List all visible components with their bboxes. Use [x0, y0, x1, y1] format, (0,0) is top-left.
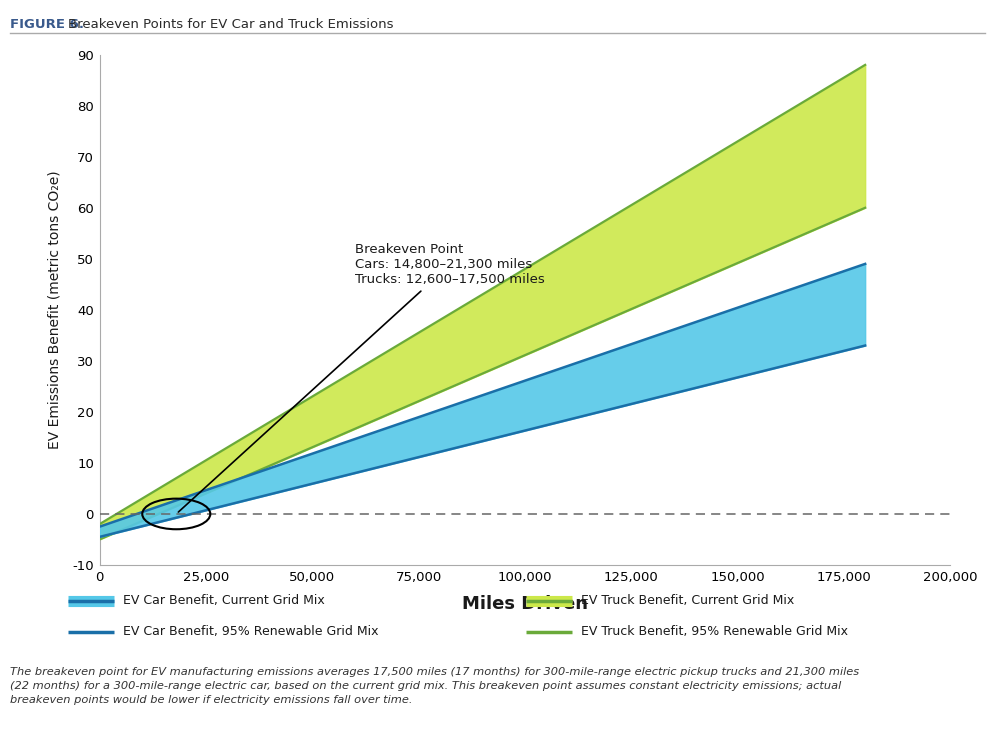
- Text: EV Truck Benefit, Current Grid Mix: EV Truck Benefit, Current Grid Mix: [580, 594, 793, 607]
- Y-axis label: EV Emissions Benefit (metric tons CO₂e): EV Emissions Benefit (metric tons CO₂e): [47, 171, 62, 449]
- X-axis label: Miles Driven: Miles Driven: [461, 595, 587, 612]
- Text: Breakeven Points for EV Car and Truck Emissions: Breakeven Points for EV Car and Truck Em…: [68, 18, 393, 31]
- Text: EV Truck Benefit, 95% Renewable Grid Mix: EV Truck Benefit, 95% Renewable Grid Mix: [580, 625, 847, 638]
- Text: The breakeven point for EV manufacturing emissions averages 17,500 miles (17 mon: The breakeven point for EV manufacturing…: [10, 667, 858, 705]
- Text: EV Car Benefit, Current Grid Mix: EV Car Benefit, Current Grid Mix: [123, 594, 324, 607]
- Text: FIGURE 6.: FIGURE 6.: [10, 18, 83, 31]
- Text: EV Car Benefit, 95% Renewable Grid Mix: EV Car Benefit, 95% Renewable Grid Mix: [123, 625, 378, 638]
- Text: Breakeven Point
Cars: 14,800–21,300 miles
Trucks: 12,600–17,500 miles: Breakeven Point Cars: 14,800–21,300 mile…: [178, 243, 544, 512]
